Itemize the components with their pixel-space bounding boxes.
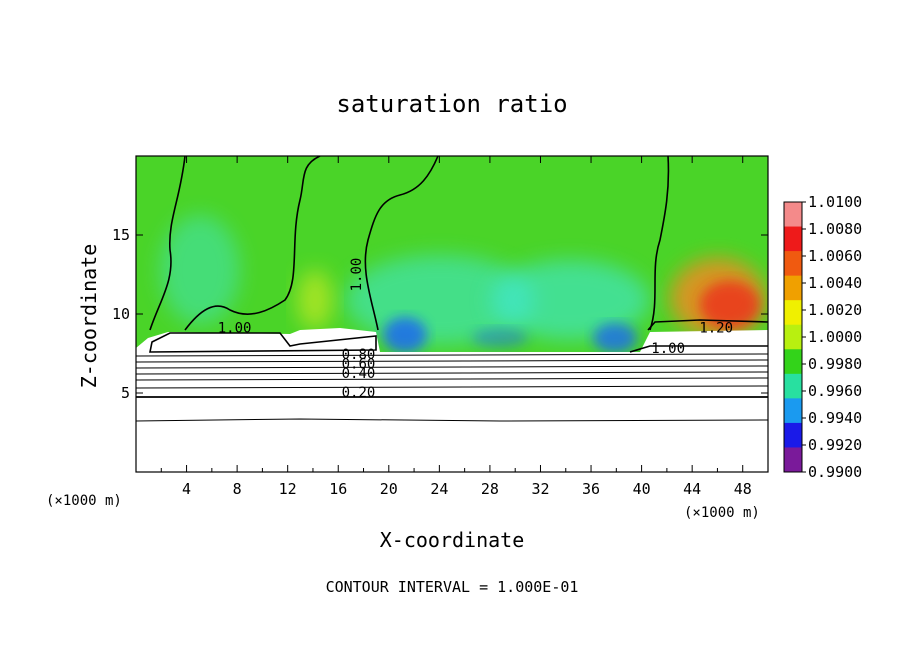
x-tick-label: 16: [329, 480, 347, 498]
x-tick-label: 20: [380, 480, 398, 498]
contour-labels: 1.00 1.00 1.20 1.00 0.800.600.40 0.20: [218, 258, 733, 402]
lower-white-layer: [136, 328, 768, 472]
contour-label-text: 0.40: [342, 366, 376, 382]
colorbar-label: 0.9980: [808, 355, 862, 373]
contour-0-80: [136, 353, 768, 357]
plot-area: 1.001.001.201.000.800.600.400.20 4 8 12 16 2…: [112, 155, 769, 498]
colorbar-segment: [784, 324, 802, 350]
contour-label: 1.00: [651, 341, 685, 357]
x-unit-label-left: (×1000 m): [46, 493, 122, 509]
x-unit-label-right: (×1000 m): [684, 505, 760, 521]
colorbar-label: 0.9920: [808, 436, 862, 454]
colorbar-segment: [784, 373, 802, 399]
blue-patch-1: [383, 317, 427, 353]
contour-0-60: [136, 365, 768, 369]
contour-interval-footer: CONTOUR INTERVAL = 1.000E-01: [326, 578, 579, 596]
contour-label: 0.40: [342, 366, 376, 382]
colorbar-segment: [784, 275, 802, 301]
contour-label: 1.20: [699, 320, 733, 336]
colorbar-segment: [784, 349, 802, 375]
colorbar-label: 1.0020: [808, 301, 862, 319]
field-patches: [160, 215, 766, 353]
colorbar-label: 1.0040: [808, 274, 862, 292]
contour-label-text: 1.20: [699, 320, 733, 336]
colorbar-segment: [784, 226, 802, 252]
contour-label-text: 0.60: [342, 357, 376, 373]
colorbar-segment: [784, 202, 802, 228]
x-tick-label: 24: [430, 480, 448, 498]
x-axis-ticks: 4 8 12 16 20 24 28 32 36 40 44 48: [160, 156, 752, 498]
contour-1-00-mid: [364, 156, 439, 331]
yellow-patch: [297, 270, 333, 330]
contour-label-text: 0.80: [342, 347, 376, 363]
chart-title: saturation ratio: [336, 90, 567, 118]
y-tick-label: 10: [112, 305, 130, 323]
blue-patch-3: [472, 328, 528, 348]
x-tick-label: 12: [279, 480, 297, 498]
colorbar-label: 1.0100: [808, 193, 862, 211]
colorbar-segment: [784, 422, 802, 448]
colorbar-label: 0.9960: [808, 382, 862, 400]
contour-label-text: 0.20: [342, 385, 376, 401]
stable-layer-contours: [136, 353, 768, 422]
y-axis-ticks: 5 10 15: [112, 226, 768, 402]
hot-patch: [700, 281, 760, 329]
colorbar-label: 0.9940: [808, 409, 862, 427]
colorbar-segment: [784, 447, 802, 473]
colorbar: 1.0100 1.0080 1.0060 1.0040 1.0020 1.0000 0.99…: [783, 193, 862, 481]
contour-label: 0.60: [342, 357, 376, 373]
blue-patch-2: [593, 323, 637, 353]
contour-label: 0.20: [342, 385, 376, 401]
colorbar-segment: [784, 251, 802, 277]
contour-1-00-ridge: [184, 156, 321, 331]
colorbar-label: 1.0000: [808, 328, 862, 346]
contour-label-text: 1.00: [218, 320, 252, 336]
x-tick-label: 48: [734, 480, 752, 498]
x-tick-label: 8: [233, 480, 242, 498]
colorbar-segment: [784, 398, 802, 424]
y-tick-label: 5: [121, 384, 130, 402]
x-tick-label: 32: [531, 480, 549, 498]
contour-1-00-right: [649, 156, 670, 331]
contour-1-00-left: [149, 156, 186, 331]
contour-0-50: [136, 371, 768, 375]
y-axis-label: Z-coordinate: [77, 244, 101, 389]
contour-label-text: 1.00: [349, 258, 365, 292]
colorbar-label: 1.0060: [808, 247, 862, 265]
contour-0-30: [136, 385, 768, 389]
x-tick-label: 28: [481, 480, 499, 498]
colorbar-label: 0.9900: [808, 463, 862, 481]
cyan-patch-left: [160, 215, 240, 325]
y-tick-label: 15: [112, 226, 130, 244]
x-tick-label: 40: [633, 480, 651, 498]
contour-label: 1.00: [218, 320, 252, 336]
colorbar-label: 1.0080: [808, 220, 862, 238]
x-tick-label: 36: [582, 480, 600, 498]
contour-0-10: [136, 418, 768, 422]
colorbar-segment: [784, 300, 802, 326]
contour-0-40: [136, 377, 768, 381]
contour-label: 1.00: [349, 258, 365, 292]
contour-cloud-left: [149, 332, 377, 353]
contour-label-text: 1.00: [651, 341, 685, 357]
contour-0-70: [136, 359, 768, 363]
x-tick-label: 44: [683, 480, 701, 498]
contour-1-20: [647, 319, 768, 331]
contour-label: 0.80: [342, 347, 376, 363]
contour-lines: [149, 156, 768, 353]
x-axis-label: X-coordinate: [380, 528, 525, 552]
cyan-patch-mid2: [490, 260, 650, 340]
contour-1-00-lower: [629, 345, 768, 353]
x-tick-label: 4: [182, 480, 191, 498]
